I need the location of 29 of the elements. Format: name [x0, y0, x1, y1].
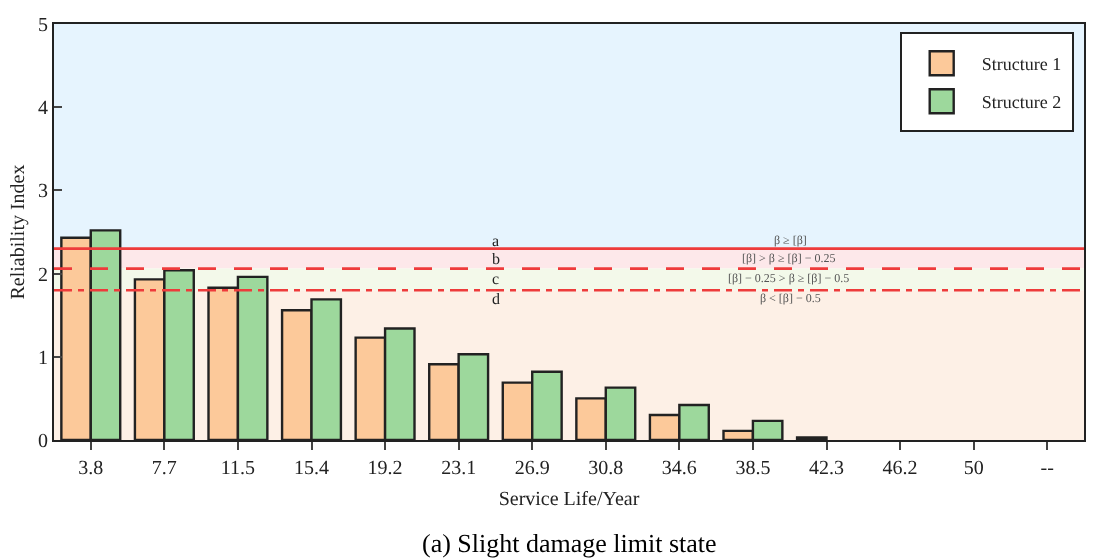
legend-label: Structure 2: [981, 92, 1062, 113]
x-tick-label: --: [1040, 458, 1054, 480]
x-tick-label: 46.2: [882, 458, 918, 480]
legend-label: Structure 1: [981, 54, 1062, 75]
x-tick-label: 19.2: [367, 458, 403, 480]
x-tick-label: 7.7: [151, 458, 177, 480]
text: (a) Slight damage limit state: [422, 528, 718, 558]
y-tick-label: 0: [38, 431, 48, 453]
y-tick-label: 5: [38, 15, 48, 37]
x-tick-label: 15.4: [294, 458, 329, 480]
band-label: d: [492, 290, 500, 308]
band-label: c: [492, 270, 500, 288]
x-tick-label: 11.5: [220, 458, 256, 480]
x-tick-label: 30.8: [588, 458, 624, 480]
x-tick-label: 26.9: [514, 458, 550, 480]
y-tick-label: 2: [38, 264, 48, 287]
y-tick-label: 4: [38, 98, 48, 121]
y-axis-title: Reliability Index: [8, 164, 30, 300]
band-label: b: [492, 250, 500, 268]
x-tick-label: 34.6: [661, 458, 697, 480]
band-label: a: [492, 232, 500, 250]
x-tick-label: 42.3: [809, 458, 844, 480]
x-axis-title: Service Life/Year: [498, 489, 641, 511]
x-tick-label: 38.5: [735, 458, 771, 480]
x-tick-label: 3.8: [78, 458, 104, 480]
x-tick-label: 23.1: [441, 458, 477, 480]
y-tick-label: 3: [38, 181, 48, 204]
y-tick-label: 1: [38, 347, 48, 370]
x-tick-label: 50: [963, 458, 984, 480]
